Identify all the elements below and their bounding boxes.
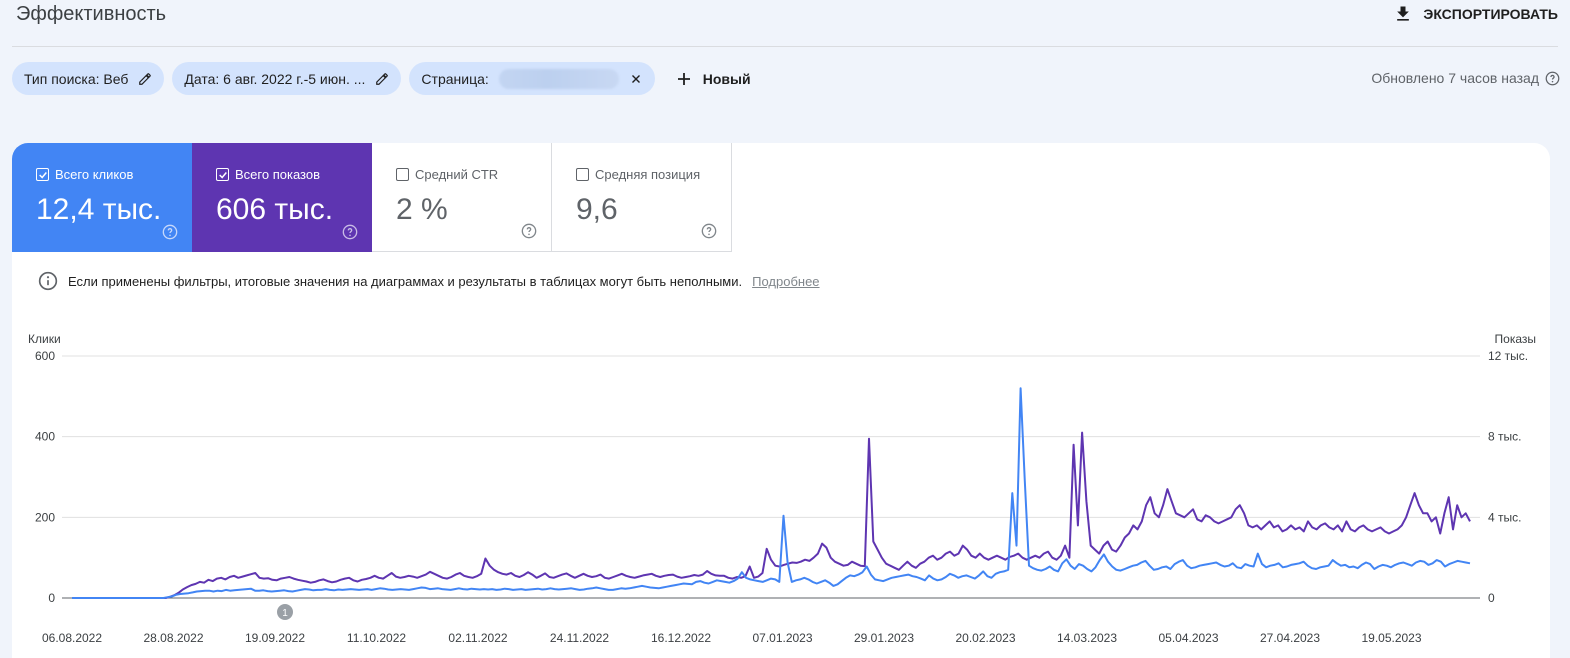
metric-label: Средний CTR: [415, 167, 499, 182]
y-left-axis-title: Клики: [28, 332, 61, 346]
updated-text: Обновлено 7 часов назад: [1371, 70, 1539, 86]
help-icon[interactable]: [1545, 71, 1560, 86]
checkbox-unchecked-icon[interactable]: [576, 168, 589, 181]
notice-text: Если применены фильтры, итоговые значени…: [68, 273, 743, 289]
download-icon: [1397, 6, 1410, 21]
plus-icon: [677, 72, 690, 85]
metric-tabs: Всего кликов 12,4 тыс. Всего показов 606…: [12, 143, 732, 252]
metric-value: 12,4 тыс.: [36, 193, 162, 226]
x-tick-label: 29.01.2023: [854, 631, 914, 645]
filter-chip-label: Дата: 6 авг. 2022 г.-5 июн. ...: [184, 70, 366, 87]
x-tick-label: 24.11.2022: [550, 631, 609, 645]
metric-label: Всего кликов: [55, 167, 134, 182]
x-tick-label: 19.05.2023: [1361, 631, 1421, 645]
filter-chip-label: Страница:: [421, 70, 489, 87]
header: Эффективность ЭКСПОРТИРОВАТЬ: [0, 0, 1570, 46]
close-icon[interactable]: [629, 72, 643, 86]
y-left-tick-label: 400: [35, 430, 55, 444]
divider: [12, 46, 1558, 47]
new-filter-button[interactable]: Новый: [675, 70, 751, 88]
y-left-tick-label: 0: [48, 591, 55, 605]
help-icon[interactable]: [701, 223, 717, 239]
new-filter-label: Новый: [702, 70, 751, 87]
checkbox-unchecked-icon[interactable]: [396, 168, 409, 181]
export-button[interactable]: ЭКСПОРТИРОВАТЬ: [1393, 4, 1558, 24]
metric-value: 2 %: [396, 193, 448, 226]
filter-chip-page[interactable]: Страница:: [409, 62, 655, 95]
export-label: ЭКСПОРТИРОВАТЬ: [1423, 6, 1558, 22]
metric-label-row: Всего показов: [216, 167, 320, 182]
checkbox-checked-icon[interactable]: [36, 168, 49, 181]
metric-label-row: Всего кликов: [36, 167, 133, 182]
filter-chip-search-type[interactable]: Тип поиска: Веб: [12, 62, 165, 95]
y-right-tick-label: 4 тыс.: [1488, 510, 1521, 524]
x-tick-label: 14.03.2023: [1057, 631, 1117, 645]
metric-average-position[interactable]: Средняя позиция 9,6: [552, 143, 732, 252]
y-right-axis-title: Показы: [1495, 332, 1536, 346]
checkbox-checked-icon[interactable]: [216, 168, 229, 181]
y-right-tick-label: 8 тыс.: [1488, 430, 1521, 444]
x-tick-label: 05.04.2023: [1158, 631, 1218, 645]
metric-value: 606 тыс.: [216, 193, 334, 226]
metric-total-impressions[interactable]: Всего показов 606 тыс.: [192, 143, 372, 252]
x-tick-label: 28.08.2022: [143, 631, 203, 645]
x-tick-label: 27.04.2023: [1260, 631, 1320, 645]
metric-value: 9,6: [576, 193, 618, 226]
metric-label: Всего показов: [235, 167, 320, 182]
metric-total-clicks[interactable]: Всего кликов 12,4 тыс.: [12, 143, 192, 252]
pencil-icon[interactable]: [375, 72, 389, 86]
page-title: Эффективность: [16, 3, 167, 25]
learn-more-link[interactable]: Подробнее: [752, 273, 820, 289]
help-icon[interactable]: [521, 223, 537, 239]
filter-bar: Тип поиска: Веб Дата: 6 авг. 2022 г.-5 и…: [12, 62, 751, 95]
metric-label: Средняя позиция: [595, 167, 701, 182]
x-tick-label: 16.12.2022: [651, 631, 711, 645]
filter-notice: Если применены фильтры, итоговые значени…: [38, 271, 820, 291]
y-left-tick-label: 200: [35, 510, 55, 524]
y-right-tick-label: 0: [1488, 591, 1495, 605]
filter-chip-label: Тип поиска: Веб: [24, 70, 129, 87]
series-line-clicks: [72, 387, 1471, 599]
help-icon[interactable]: [162, 224, 178, 240]
performance-chart: Клики Показы 600 12 тыс. 400 8 тыс. 200 4 тыс…: [28, 332, 1536, 645]
filter-chip-date[interactable]: Дата: 6 авг. 2022 г.-5 июн. ...: [172, 62, 402, 95]
performance-card: Всего кликов 12,4 тыс. Всего показов 606…: [12, 143, 1550, 658]
x-tick-label: 06.08.2022: [42, 631, 102, 645]
x-tick-label: 20.02.2023: [955, 631, 1015, 645]
info-icon: [38, 271, 58, 291]
annotation-marker[interactable]: [277, 604, 293, 620]
help-icon[interactable]: [342, 224, 358, 240]
y-right-tick-label: 12 тыс.: [1488, 349, 1528, 363]
metric-label-row: Средняя позиция: [576, 167, 700, 182]
x-tick-label: 02.11.2022: [448, 631, 507, 645]
updated-status: Обновлено 7 часов назад: [1371, 70, 1560, 86]
x-tick-label: 07.01.2023: [752, 631, 812, 645]
blurred-page-url: [498, 68, 619, 89]
metric-label-row: Средний CTR: [396, 167, 498, 182]
series-line-impressions: [72, 431, 1471, 599]
metric-average-ctr[interactable]: Средний CTR 2 %: [372, 143, 552, 252]
x-tick-label: 11.10.2022: [347, 631, 406, 645]
pencil-icon[interactable]: [138, 72, 152, 86]
y-left-tick-label: 600: [35, 349, 55, 363]
annotation-label: 1: [282, 608, 288, 619]
x-tick-label: 19.09.2022: [245, 631, 305, 645]
